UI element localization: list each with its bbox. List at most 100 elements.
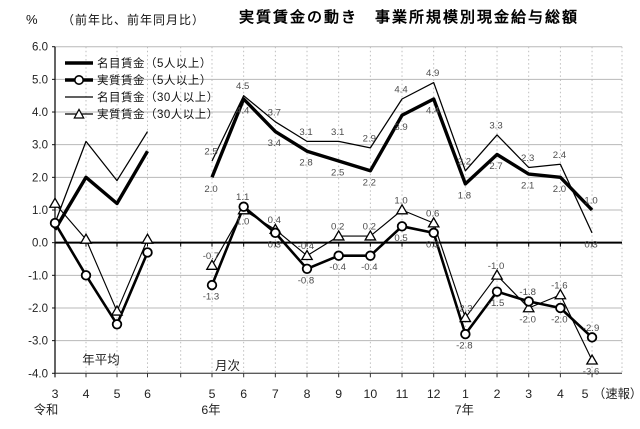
value-label-nominal5: 1.8 bbox=[458, 190, 471, 201]
triangle-marker bbox=[205, 259, 219, 270]
y-tick-label: 1.0 bbox=[32, 205, 48, 217]
value-label-real5: 0.3 bbox=[426, 239, 439, 250]
value-label-real5: -0.4 bbox=[329, 262, 346, 273]
value-label-real5: -2.8 bbox=[456, 341, 473, 352]
value-label-real5: -1.8 bbox=[519, 287, 536, 298]
value-label-real5: 0.3 bbox=[268, 239, 281, 250]
x-tick-label: 5 bbox=[582, 387, 589, 401]
y-axis-unit-label: % bbox=[26, 12, 38, 27]
y-tick-label: 2.0 bbox=[32, 172, 48, 184]
era-label: 令和 bbox=[34, 402, 59, 417]
triangle-marker bbox=[427, 216, 441, 228]
x-tick-label: 10 bbox=[364, 387, 378, 401]
x-tick-label: 12 bbox=[427, 387, 441, 401]
value-label-real30: -1.6 bbox=[551, 280, 568, 291]
circle-marker bbox=[238, 201, 249, 212]
value-label-real30: 0.4 bbox=[268, 215, 282, 226]
circle-marker bbox=[49, 217, 61, 229]
series-markers bbox=[48, 196, 599, 365]
value-label-real30: -2.0 bbox=[519, 314, 536, 325]
chart-legend: 名目賃金（5人以上） 実質賃金（5人以上） 名目賃金（30人以上） 実質賃金（3… bbox=[64, 54, 219, 122]
x-tick-label: 2 bbox=[494, 387, 501, 401]
x-tick-label: 4 bbox=[557, 387, 564, 401]
legend-swatch-thick-line bbox=[65, 60, 93, 65]
legend-item-nominal-5plus: 名目賃金（5人以上） bbox=[64, 54, 219, 71]
legend-item-real-5plus: 実質賃金（5人以上） bbox=[64, 71, 219, 88]
value-label-nominal5: 4.4 bbox=[426, 105, 440, 116]
circle-marker bbox=[142, 247, 153, 258]
section-label-annual: 年平均 bbox=[82, 353, 120, 367]
x-tick-label: 6 bbox=[144, 387, 151, 401]
circle-marker bbox=[333, 250, 344, 261]
y-tick-label: 3.0 bbox=[32, 140, 48, 152]
x-tick-label: 6 bbox=[240, 387, 247, 401]
value-label-nominal30: 2.2 bbox=[458, 156, 471, 167]
value-label-real30: 0.6 bbox=[426, 209, 439, 220]
value-label-real30: 1.0 bbox=[394, 196, 407, 207]
series-line-nominal30-annual bbox=[54, 131, 149, 224]
circle-marker bbox=[301, 263, 313, 274]
circle-marker bbox=[396, 221, 408, 232]
legend-swatch-triangle-marker bbox=[65, 107, 93, 119]
value-label-nominal30: 2.9 bbox=[363, 133, 376, 144]
value-label-nominal30: 3.1 bbox=[331, 127, 344, 138]
value-label-nominal30: 4.5 bbox=[236, 81, 249, 92]
value-label-nominal5: 2.2 bbox=[363, 177, 376, 188]
legend-label: 実質賃金（5人以上） bbox=[97, 74, 212, 87]
circle-marker bbox=[523, 296, 534, 307]
value-label-real5: -1.5 bbox=[488, 298, 505, 309]
triangle-marker bbox=[79, 232, 93, 244]
triangle-marker bbox=[364, 229, 377, 241]
value-label-real30: 0.2 bbox=[331, 222, 344, 233]
y-tick-label: 4.0 bbox=[32, 107, 48, 119]
x-tick-label: 11 bbox=[396, 387, 409, 401]
triangle-marker bbox=[48, 196, 62, 208]
value-label-nominal5: 2.1 bbox=[521, 181, 534, 192]
value-label-real30: 0.2 bbox=[363, 222, 376, 233]
value-label-real30: -2.3 bbox=[456, 303, 473, 314]
value-label-nominal5: 3.9 bbox=[394, 122, 407, 133]
section-label-monthly: 月次 bbox=[215, 359, 240, 373]
triangle-marker bbox=[332, 229, 346, 241]
value-label-nominal30: 2.4 bbox=[553, 150, 567, 161]
x-tick-label: 3 bbox=[525, 387, 532, 401]
value-label-nominal30: 2.3 bbox=[521, 153, 534, 164]
legend-swatch-thin-line bbox=[65, 95, 93, 98]
circle-marker bbox=[206, 279, 218, 291]
value-label-real5: 1.1 bbox=[236, 192, 249, 203]
value-label-nominal30: 4.4 bbox=[394, 84, 408, 95]
triangle-marker bbox=[554, 288, 567, 300]
legend-label: 名目賃金（5人以上） bbox=[97, 57, 212, 70]
value-label-nominal30: 3.3 bbox=[489, 120, 502, 131]
year-label: 7年 bbox=[455, 403, 474, 417]
point-labels: 2.0 4.4 3.4 2.8 2.5 2.2 3.9 4.4 1.8 2.7 2.1 2.0 1.0 2… bbox=[203, 68, 600, 378]
value-label-nominal5: 2.5 bbox=[331, 168, 344, 179]
triangle-marker bbox=[459, 311, 472, 323]
value-label-nominal30: 3.1 bbox=[299, 127, 312, 138]
value-label-real30: -0.4 bbox=[298, 241, 315, 252]
legend-item-nominal-30plus: 名目賃金（30人以上） bbox=[64, 88, 219, 105]
legend-swatch-circle-marker bbox=[65, 74, 93, 85]
value-label-real30: -3.6 bbox=[583, 367, 600, 378]
y-tick-label: 0.0 bbox=[32, 238, 48, 250]
value-label-nominal5: 2.7 bbox=[489, 161, 502, 172]
triangle-marker bbox=[522, 301, 536, 313]
value-label-nominal5: 2.0 bbox=[553, 184, 566, 195]
x-tick-label: 7 bbox=[272, 387, 279, 401]
chart-subtitle: （前年比、前年同月比） bbox=[62, 13, 206, 27]
circle-marker bbox=[270, 227, 281, 239]
value-label-nominal5: 1.0 bbox=[584, 196, 597, 207]
legend-item-real-30plus: 実質賃金（30人以上） bbox=[64, 105, 219, 122]
x-tick-label: 5 bbox=[209, 387, 216, 401]
series-line-nominal30-monthly bbox=[211, 81, 593, 234]
value-label-nominal30: 2.5 bbox=[204, 147, 217, 158]
value-label-real5: -2.0 bbox=[551, 314, 568, 325]
value-label-nominal5: 3.4 bbox=[268, 138, 282, 149]
legend-label: 実質賃金（30人以上） bbox=[97, 108, 219, 121]
y-tick-label: -1.0 bbox=[28, 270, 48, 282]
x-tick-label: 1 bbox=[462, 387, 469, 401]
circle-marker bbox=[365, 250, 376, 261]
circle-marker bbox=[80, 270, 92, 281]
